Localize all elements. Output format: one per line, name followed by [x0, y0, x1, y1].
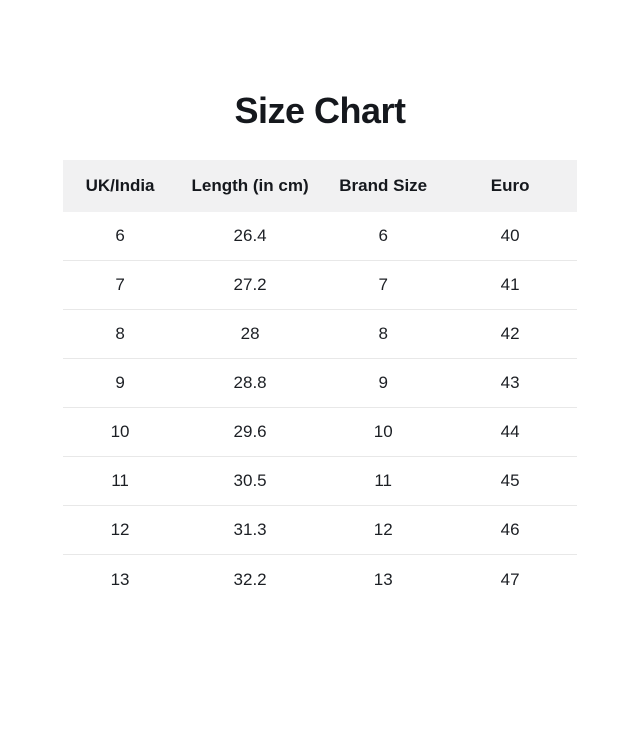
table-cell: 32.2	[233, 569, 267, 589]
table-body: 6 26.4 6 40 7 27.2 7 41 8 28 8 42 9 28.8 9 43 10 29.6 10 44…	[63, 212, 577, 604]
table-cell: 8	[115, 324, 125, 343]
table-header-row: UK/India Length (in cm) Brand Size Euro	[63, 160, 577, 212]
page-title: Size Chart	[234, 90, 406, 131]
table-cell: 12	[110, 520, 130, 539]
column-header: Euro	[490, 176, 530, 195]
table-cell: 28	[240, 324, 260, 343]
table-row: 12 31.3 12 46	[63, 506, 577, 555]
table-cell: 10	[110, 422, 130, 441]
table-cell: 47	[500, 569, 520, 589]
table-cell: 40	[500, 226, 520, 245]
table-row: 8 28 8 42	[63, 310, 577, 359]
table-cell: 12	[373, 520, 393, 539]
table-cell: 9	[115, 373, 125, 392]
column-header: Brand Size	[339, 176, 428, 195]
table-cell: 27.2	[233, 275, 267, 294]
table-row: 6 26.4 6 40	[63, 212, 577, 261]
table-row: 9 28.8 9 43	[63, 359, 577, 408]
column-header: UK/India	[85, 176, 155, 195]
table-cell: 28.8	[233, 373, 267, 392]
table-row: 13 32.2 13 47	[63, 555, 577, 604]
table-cell: 26.4	[233, 226, 267, 245]
table-row: 10 29.6 10 44	[63, 408, 577, 457]
table-cell: 9	[378, 373, 388, 392]
table-row: 7 27.2 7 41	[63, 261, 577, 310]
table-cell: 11	[374, 471, 393, 490]
table-cell: 30.5	[233, 471, 267, 490]
table-cell: 44	[500, 422, 520, 441]
table-cell: 29.6	[233, 422, 267, 441]
table-cell: 7	[115, 275, 125, 294]
column-header: Length (in cm)	[191, 176, 309, 195]
table-cell: 6	[378, 226, 388, 245]
table-cell: 10	[373, 422, 393, 441]
table-cell: 41	[500, 275, 520, 294]
table-cell: 7	[378, 275, 388, 294]
table-cell: 46	[500, 520, 520, 539]
table-cell: 43	[500, 373, 520, 392]
table-cell: 11	[111, 471, 129, 490]
table-cell: 6	[115, 226, 125, 245]
table-cell: 42	[500, 324, 520, 343]
size-chart-table: UK/India Length (in cm) Brand Size Euro 6 26…	[63, 160, 577, 604]
table-row: 11 30.5 11 45	[63, 457, 577, 506]
table-cell: 8	[378, 324, 388, 343]
table-cell: 31.3	[233, 520, 267, 539]
table-cell: 13	[373, 569, 393, 589]
table-cell: 45	[500, 471, 520, 490]
table-cell: 13	[110, 569, 130, 589]
